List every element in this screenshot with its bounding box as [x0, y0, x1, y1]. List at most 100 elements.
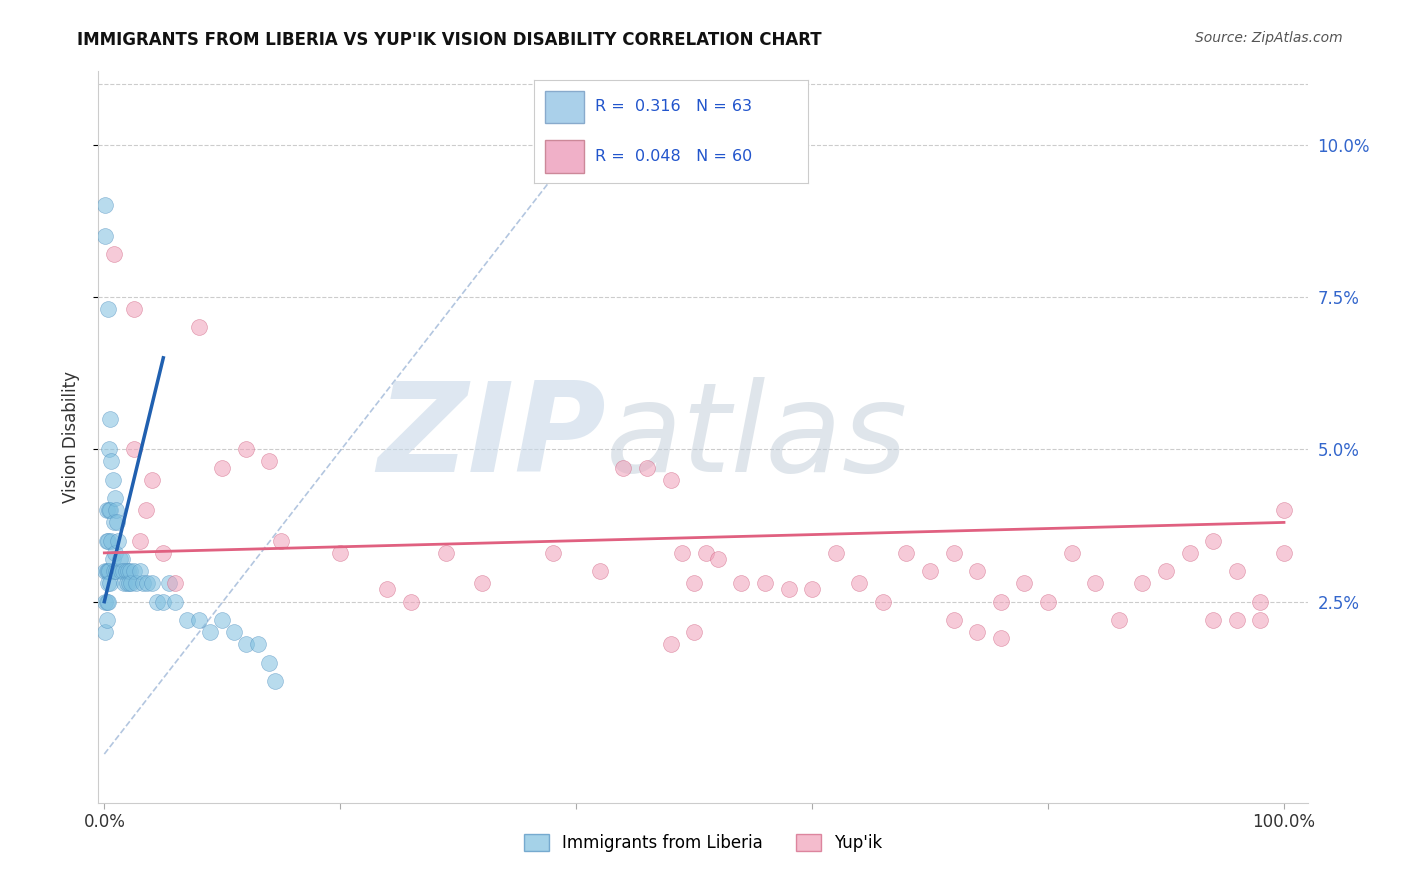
Point: [100, 454, 122, 468]
Point: [659, 473, 682, 487]
Point: [146, 594, 169, 608]
Point: [97, 594, 120, 608]
Point: [104, 546, 127, 560]
Point: [1202, 613, 1225, 627]
Point: [96, 594, 118, 608]
Text: R =  0.048   N = 60: R = 0.048 N = 60: [595, 149, 752, 164]
Point: [778, 582, 800, 597]
Point: [259, 656, 281, 670]
Point: [222, 625, 245, 640]
Y-axis label: Vision Disability: Vision Disability: [62, 371, 80, 503]
Point: [589, 564, 612, 578]
Point: [211, 613, 233, 627]
Point: [1202, 533, 1225, 548]
Point: [1132, 576, 1154, 591]
Point: [120, 576, 142, 591]
Point: [94, 228, 117, 243]
Point: [730, 576, 752, 591]
Point: [896, 546, 918, 560]
Text: ZIP: ZIP: [378, 376, 606, 498]
Point: [128, 564, 150, 578]
Bar: [546, 140, 583, 173]
Point: [636, 460, 658, 475]
Point: [152, 546, 174, 560]
Point: [107, 533, 129, 548]
Point: [801, 582, 824, 597]
Point: [872, 594, 894, 608]
Point: [671, 546, 693, 560]
Point: [97, 576, 120, 591]
Point: [98, 503, 121, 517]
Point: [1108, 613, 1130, 627]
Point: [111, 552, 134, 566]
Point: [165, 576, 187, 591]
Point: [103, 247, 125, 261]
Point: [104, 491, 127, 505]
Point: [101, 552, 124, 566]
Point: [329, 546, 352, 560]
Point: [96, 533, 118, 548]
Point: [848, 576, 870, 591]
Point: [125, 576, 148, 591]
Point: [94, 564, 117, 578]
Point: [1226, 564, 1249, 578]
Text: atlas: atlas: [606, 376, 908, 498]
Point: [541, 546, 564, 560]
Point: [1272, 503, 1295, 517]
Point: [187, 320, 209, 334]
Point: [122, 442, 145, 457]
Point: [1249, 613, 1271, 627]
Point: [165, 594, 187, 608]
Point: [612, 460, 634, 475]
Bar: [546, 91, 583, 123]
Point: [990, 594, 1012, 608]
Point: [235, 637, 257, 651]
Text: R =  0.316   N = 63: R = 0.316 N = 63: [595, 99, 752, 114]
Point: [152, 594, 174, 608]
Point: [98, 412, 121, 426]
Point: [1014, 576, 1036, 591]
Point: [966, 625, 988, 640]
Point: [990, 632, 1012, 646]
Point: [1060, 546, 1083, 560]
Point: [114, 564, 136, 578]
Point: [135, 503, 157, 517]
Point: [264, 673, 287, 688]
Point: [96, 503, 118, 517]
Point: [112, 576, 135, 591]
Point: [105, 516, 128, 530]
Point: [1178, 546, 1201, 560]
Point: [1036, 594, 1059, 608]
Point: [966, 564, 988, 578]
Text: IMMIGRANTS FROM LIBERIA VS YUP'IK VISION DISABILITY CORRELATION CHART: IMMIGRANTS FROM LIBERIA VS YUP'IK VISION…: [77, 31, 823, 49]
Legend: Immigrants from Liberia, Yup'ik: Immigrants from Liberia, Yup'ik: [515, 825, 891, 860]
Point: [110, 564, 132, 578]
Point: [94, 594, 117, 608]
Point: [135, 576, 157, 591]
Point: [659, 637, 682, 651]
Point: [103, 564, 125, 578]
Point: [920, 564, 942, 578]
Point: [211, 460, 233, 475]
Point: [103, 516, 125, 530]
Point: [471, 576, 494, 591]
Point: [132, 576, 155, 591]
Point: [824, 546, 846, 560]
Point: [187, 613, 209, 627]
Point: [1154, 564, 1177, 578]
Point: [176, 613, 198, 627]
Point: [695, 546, 717, 560]
Point: [94, 625, 117, 640]
Point: [108, 552, 131, 566]
Point: [96, 564, 118, 578]
Point: [259, 454, 281, 468]
Point: [270, 533, 292, 548]
Point: [942, 613, 965, 627]
Point: [98, 564, 121, 578]
Point: [141, 576, 163, 591]
Point: [399, 594, 422, 608]
Point: [706, 552, 728, 566]
Point: [105, 564, 128, 578]
Point: [141, 473, 163, 487]
Point: [100, 533, 122, 548]
